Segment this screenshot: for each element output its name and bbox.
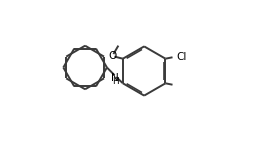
Text: N: N	[111, 73, 119, 83]
Text: H: H	[112, 77, 118, 86]
Text: Cl: Cl	[176, 52, 187, 62]
Text: O: O	[109, 51, 117, 61]
